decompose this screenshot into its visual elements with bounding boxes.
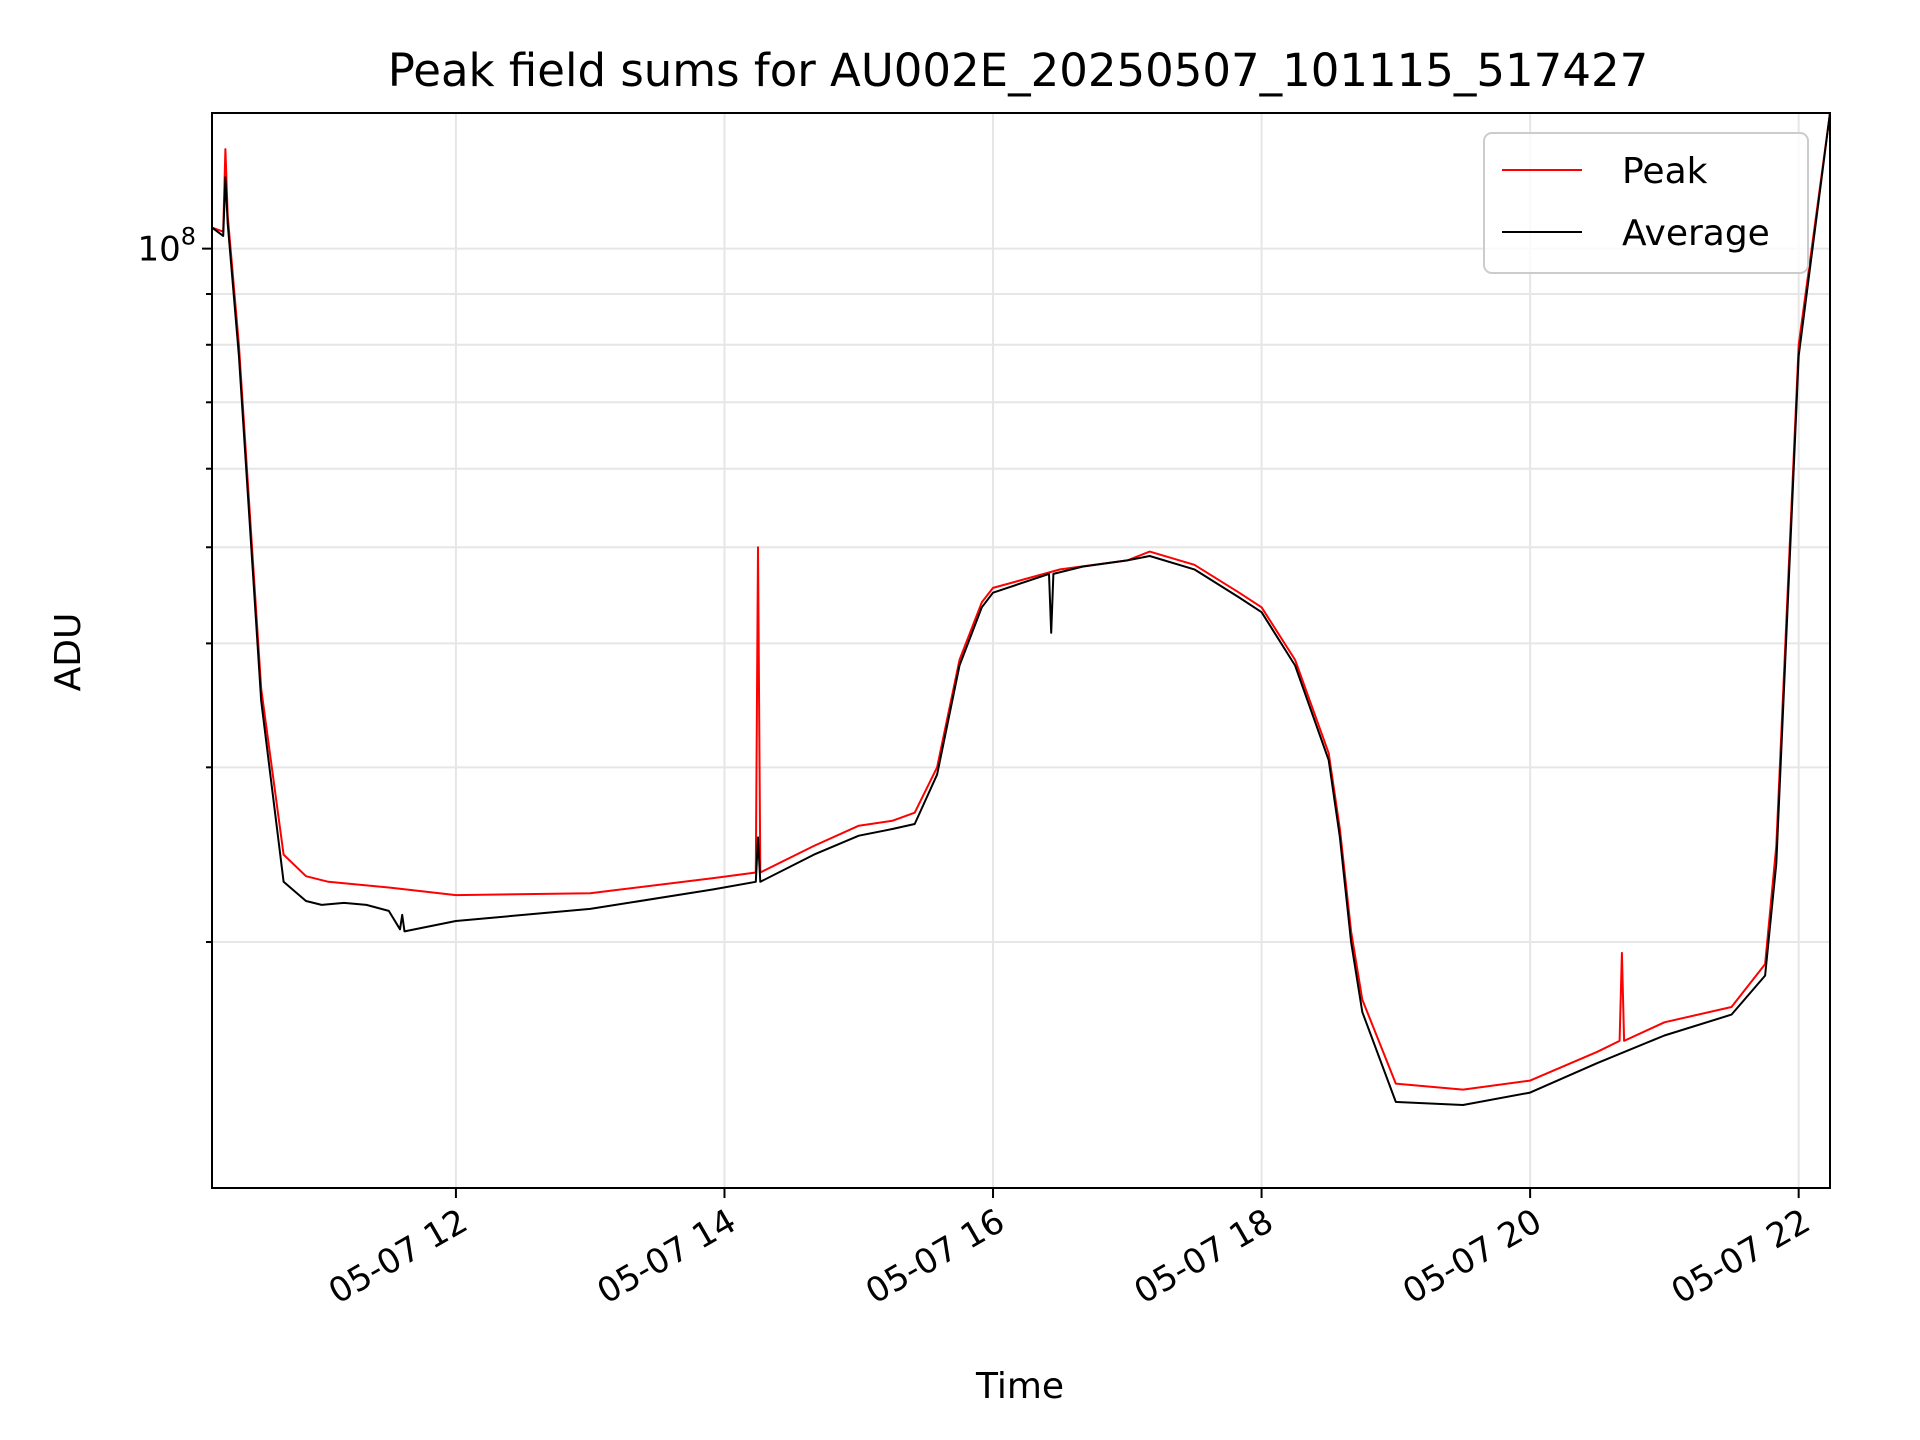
series-line-peak xyxy=(211,112,1831,1091)
y-axis-label: ADU xyxy=(48,613,89,692)
legend: Peak Average xyxy=(1483,132,1809,274)
y-tick-label: 108 xyxy=(137,223,196,270)
plot-frame xyxy=(211,112,1831,1189)
legend-box xyxy=(1483,132,1809,274)
y-axis: 108 xyxy=(137,223,212,944)
legend-label-average: Average xyxy=(1622,213,1770,254)
x-axis-label: Time xyxy=(975,1366,1064,1407)
chart-title: Peak field sums for AU002E_20250507_1011… xyxy=(388,44,1648,97)
legend-label-peak: Peak xyxy=(1622,151,1708,192)
grid xyxy=(212,113,1830,1188)
series-layer xyxy=(211,112,1831,1106)
series-line-average xyxy=(211,112,1831,1106)
